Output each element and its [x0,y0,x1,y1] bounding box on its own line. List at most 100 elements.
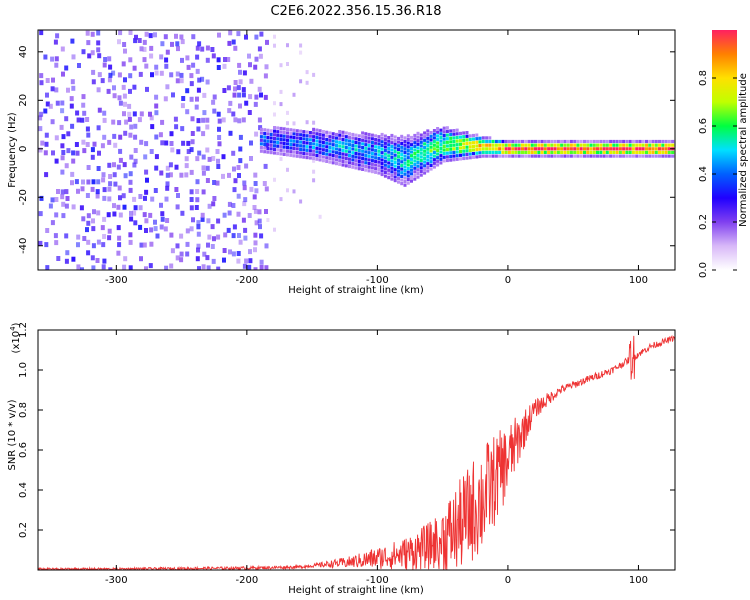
heatmap-cell [354,166,358,170]
heatmap-cell [397,147,400,151]
heatmap-cell [530,154,534,158]
heatmap-cell [596,143,599,147]
heatmap-cell [537,154,541,158]
heatmap-cell [289,142,293,146]
heatmap-cell [465,141,469,146]
heatmap-cell [472,148,475,152]
heatmap-cell [153,226,158,232]
heatmap-cell [429,149,433,153]
heatmap-cell [667,150,671,154]
heatmap-cell [618,139,622,144]
colorbar-strip [712,30,737,270]
heatmap-cell [76,234,81,240]
heatmap-cell [380,162,384,166]
heatmap-cell [107,77,112,83]
heatmap-cell [403,179,407,184]
heatmap-cell [211,156,216,161]
heatmap-cell [211,99,216,105]
heatmap-cell [569,147,573,151]
heatmap-cell [413,141,417,145]
heatmap-cell [397,158,400,162]
heatmap-cell [592,150,596,154]
heatmap-cell [432,158,436,162]
heatmap-cell [180,126,185,132]
heatmap-cell [478,154,482,159]
heatmap-cell [370,144,374,148]
heatmap-cell [263,163,268,169]
heatmap-cell [150,72,154,78]
heatmap-cell [174,124,179,130]
heatmap-cell [195,179,200,185]
heatmap-cell [426,129,430,133]
heatmap-cell [413,133,417,138]
snr-x-ticks: -300 -200 -100 0 100 [105,330,648,586]
heatmap-cell [524,154,528,158]
x-tick-label: -100 [366,575,389,586]
heatmap-cell [222,212,227,218]
heatmap-cell [383,167,387,171]
heatmap-cell [511,150,515,154]
colorbar-tick-label: 0.8 [698,70,709,86]
heatmap-cell [185,251,190,257]
heatmap-cell [331,150,335,154]
heatmap-cell [205,178,210,183]
heatmap-cell [406,152,410,156]
heatmap-cell [216,65,221,70]
heatmap-cell [560,154,564,158]
heatmap-cell [75,110,80,116]
heatmap-cell [641,154,645,158]
heatmap-cell [185,55,190,61]
heatmap-cell [39,80,44,86]
heatmap-cell [222,63,227,69]
heatmap-cell [266,139,270,143]
heatmap-cell [123,101,127,107]
heatmap-cell [253,208,258,214]
heatmap-cell [331,161,335,165]
heatmap-cell [279,141,283,145]
heatmap-cell [165,181,170,187]
heatmap-cell [266,218,270,222]
heatmap-cell [364,146,368,150]
heatmap-cell [179,172,184,178]
heatmap-cell [191,62,196,68]
heatmap-cell [241,217,246,223]
heatmap-cell [605,150,609,154]
heatmap-cell [112,162,116,168]
heatmap-cell [325,141,329,145]
heatmap-cell [455,132,459,136]
heatmap-cell [465,138,469,142]
heatmap-cell [664,139,668,144]
heatmap-cell [351,151,355,155]
heatmap-cell [227,201,232,207]
heatmap-cell [423,138,427,142]
heatmap-cell [325,148,329,153]
heatmap-cell [442,144,446,148]
heatmap-cell [71,54,76,60]
heatmap-cell [622,147,626,151]
heatmap-cell [154,94,159,100]
heatmap-cell [282,127,286,131]
heatmap-cell [344,164,348,168]
heatmap-cell [154,110,159,116]
heatmap-cell [160,140,165,146]
heatmap-cell [80,117,85,123]
heatmap-cell [61,134,66,140]
heatmap-cell [232,224,237,230]
heatmap-cell [60,46,65,52]
heatmap-cell [149,149,154,154]
heatmap-cell [308,152,312,156]
heatmap-cell [449,158,453,162]
heatmap-cell [91,179,96,185]
heatmap-cell [102,187,107,193]
heatmap-cell [243,197,248,203]
heatmap-cell [504,147,508,151]
heatmap-cell [364,154,368,158]
heatmap-cell [380,147,384,151]
heatmap-cell [612,154,616,158]
heatmap-cell [113,181,118,187]
heatmap-cell [279,63,283,68]
heatmap-cell [122,111,126,117]
heatmap-cell [501,154,505,158]
heatmap-cell [445,126,449,130]
heatmap-cell [206,265,211,270]
